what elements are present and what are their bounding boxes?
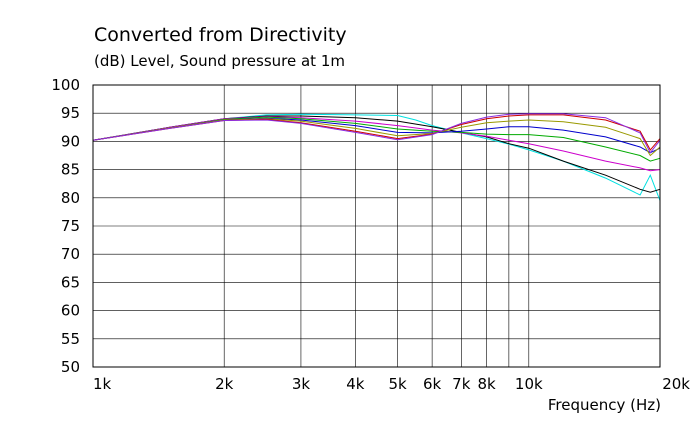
x-tick-label-9: 20k <box>662 375 690 393</box>
chart-title: Converted from Directivity <box>94 24 347 46</box>
x-tick-label-6: 7k <box>452 375 471 393</box>
series-line-7 <box>92 113 661 154</box>
y-tick-label-10: 50 <box>61 358 80 376</box>
data-series <box>92 113 661 201</box>
x-tick-labels: 1k 2k 3k 4k 5k 6k 7k 8k 10k 20k <box>93 375 690 393</box>
x-tick-label-4: 5k <box>388 375 407 393</box>
y-tick-label-7: 65 <box>61 273 80 291</box>
x-tick-label-2: 3k <box>292 375 311 393</box>
y-tick-label-9: 55 <box>61 330 80 348</box>
y-tick-label-6: 70 <box>61 245 80 263</box>
y-tick-labels: 100 95 90 85 80 75 70 65 60 55 50 <box>51 76 80 376</box>
y-tick-label-1: 95 <box>61 104 80 122</box>
x-tick-label-8: 10k <box>515 375 543 393</box>
x-tick-label-5: 6k <box>423 375 442 393</box>
series-line-5 <box>92 118 661 157</box>
y-tick-label-3: 85 <box>61 161 80 179</box>
series-line-3 <box>92 116 661 162</box>
y-tick-label-4: 80 <box>61 189 80 207</box>
x-tick-label-0: 1k <box>93 375 112 393</box>
y-tick-label-8: 60 <box>61 302 80 320</box>
plot-frame <box>92 84 661 368</box>
y-axis-label: (dB) Level, Sound pressure at 1m <box>94 52 345 70</box>
x-tick-label-1: 2k <box>215 375 234 393</box>
x-tick-label-7: 8k <box>477 375 496 393</box>
series-line-2 <box>92 116 661 172</box>
x-tick-label-3: 4k <box>346 375 365 393</box>
x-axis-label: Frequency (Hz) <box>548 396 661 414</box>
y-tick-label-2: 90 <box>61 132 80 150</box>
y-tick-label-0: 100 <box>51 76 80 94</box>
y-tick-label-5: 75 <box>61 217 80 235</box>
